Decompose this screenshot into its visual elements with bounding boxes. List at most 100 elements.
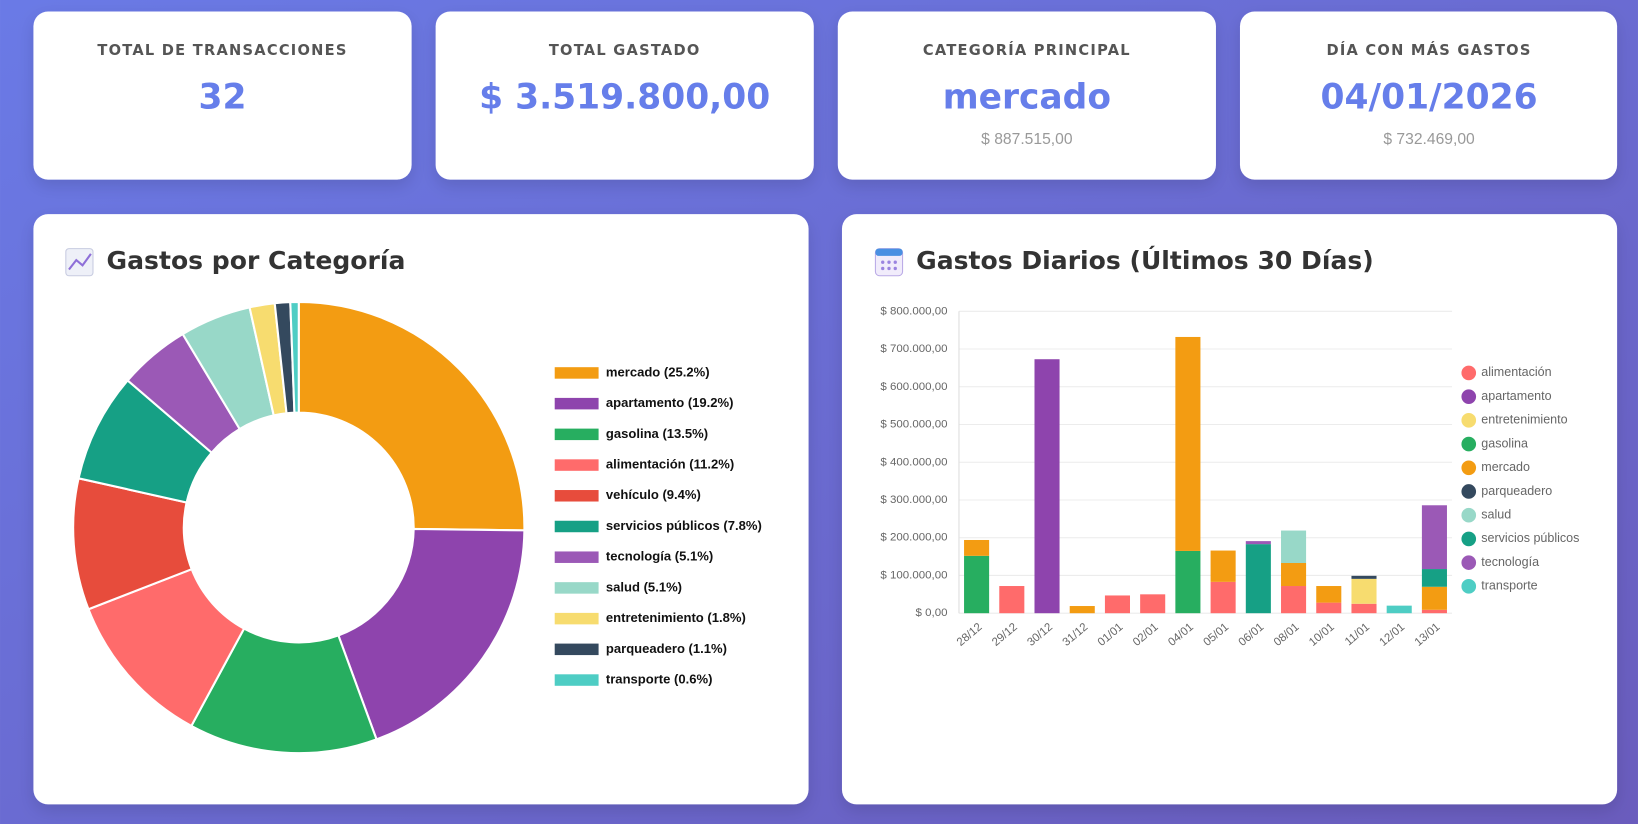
bar-segment: [1421, 586, 1447, 610]
legend-marker: [1461, 579, 1477, 594]
card: [435, 11, 814, 180]
y-tick-label: $ 300.000,00: [880, 494, 947, 506]
card: [837, 11, 1216, 180]
legend-label: apartamento (19.2%): [606, 395, 734, 410]
y-tick-label: $ 700.000,00: [880, 343, 947, 355]
bar-segment: [1175, 550, 1201, 614]
bar-segment: [1316, 602, 1342, 614]
card-label: TOTAL GASTADO: [549, 42, 701, 59]
legend-label: mercado (25.2%): [606, 364, 710, 379]
legend-label: servicios públicos: [1481, 531, 1579, 545]
legend-marker: [1461, 460, 1477, 476]
legend-marker: [1461, 507, 1477, 523]
legend-swatch: [554, 428, 599, 441]
legend-label: tecnología: [1481, 555, 1539, 569]
card-label: TOTAL DE TRANSACCIONES: [97, 42, 347, 59]
bar-segment: [1281, 563, 1307, 587]
y-tick-label: $ 800.000,00: [880, 305, 947, 317]
card-value: mercado: [943, 78, 1111, 118]
legend-label: alimentación (11.2%): [606, 457, 734, 472]
card-label: CATEGORÍA PRINCIPAL: [923, 42, 1131, 59]
card: [1239, 11, 1618, 180]
bar-segment: [1034, 359, 1060, 614]
bar-segment: [1245, 541, 1271, 545]
chart-icon: [65, 248, 94, 277]
bar-segment: [1245, 544, 1271, 614]
card-value: 04/01/2026: [1321, 78, 1538, 118]
bar-segment: [1351, 578, 1377, 604]
legend-marker: [1461, 484, 1477, 499]
legend-swatch: [554, 551, 599, 563]
legend-label: transporte (0.6%): [606, 672, 713, 687]
bar-segment: [1281, 530, 1307, 564]
bar-segment: [1281, 586, 1307, 614]
legend-swatch: [554, 490, 599, 502]
legend-label: gasolina (13.5%): [606, 426, 708, 441]
bar-segment: [1210, 550, 1236, 582]
legend-marker: [1461, 531, 1477, 547]
y-tick-label: $ 100.000,00: [880, 569, 947, 581]
legend-label: gasolina: [1481, 436, 1528, 450]
legend-swatch: [554, 397, 599, 410]
legend-marker: [1461, 555, 1477, 570]
legend-label: entretenimiento: [1481, 413, 1567, 427]
legend-swatch: [554, 674, 599, 686]
bar-segment: [1421, 609, 1447, 614]
bar-segment: [1069, 606, 1095, 614]
legend-marker: [1461, 389, 1477, 404]
legend-swatch: [554, 459, 599, 471]
legend-label: servicios públicos (7.8%): [606, 518, 762, 533]
y-tick-label: $ 600.000,00: [880, 381, 947, 393]
bar-segment: [1175, 336, 1201, 551]
card-value: 32: [199, 78, 247, 118]
bar-segment: [1316, 586, 1342, 603]
legend-label: parqueadero: [1481, 484, 1552, 498]
bar-segment: [964, 555, 990, 614]
pie-slice: [289, 300, 300, 414]
legend-marker: [1461, 413, 1477, 428]
bar-segment: [1421, 569, 1447, 587]
calendar-icon: [874, 248, 904, 277]
bar-segment: [1351, 575, 1377, 579]
y-tick-label: $ 200.000,00: [880, 532, 947, 544]
pie-slice: [297, 300, 526, 532]
y-tick-label: $ 0,00: [916, 607, 948, 619]
card-value: $ 3.519.800,00: [479, 78, 770, 118]
legend-label: transporte: [1481, 579, 1537, 593]
bar-segment: [1104, 595, 1130, 614]
y-tick-label: $ 500.000,00: [880, 419, 947, 431]
legend-label: entretenimiento (1.8%): [606, 610, 746, 625]
chart-title: Gastos por Categoría: [107, 246, 406, 275]
card: [33, 11, 412, 180]
bar-segment: [964, 539, 990, 556]
legend-label: salud: [1481, 508, 1511, 522]
bar-segment: [1140, 594, 1166, 614]
legend-swatch: [554, 520, 599, 533]
legend-label: alimentación: [1481, 365, 1551, 379]
legend-label: tecnología (5.1%): [606, 549, 713, 564]
bar-segment: [999, 586, 1025, 614]
bar-segment: [1351, 603, 1377, 614]
pie-slice: [337, 527, 526, 741]
legend-marker: [1461, 365, 1477, 381]
legend-label: salud (5.1%): [606, 579, 682, 594]
bar-segment: [1210, 581, 1236, 614]
bar-segment: [1386, 605, 1412, 614]
card-label: DÍA CON MÁS GASTOS: [1326, 42, 1531, 59]
chart-title: Gastos Diarios (Últimos 30 Días): [916, 245, 1374, 275]
legend-swatch: [554, 367, 599, 379]
legend-swatch: [554, 612, 599, 625]
y-tick-label: $ 400.000,00: [880, 456, 947, 468]
legend-label: apartamento: [1481, 389, 1551, 403]
legend-swatch: [554, 643, 599, 656]
card-sub: $ 887.515,00: [981, 131, 1073, 148]
card-sub: $ 732.469,00: [1383, 131, 1475, 148]
legend-marker: [1461, 436, 1477, 452]
pie-slice: [189, 627, 378, 755]
bar-segment: [1421, 505, 1447, 570]
legend-label: mercado: [1481, 460, 1530, 474]
legend-label: parqueadero (1.1%): [606, 641, 727, 656]
legend-label: vehículo (9.4%): [606, 487, 701, 502]
